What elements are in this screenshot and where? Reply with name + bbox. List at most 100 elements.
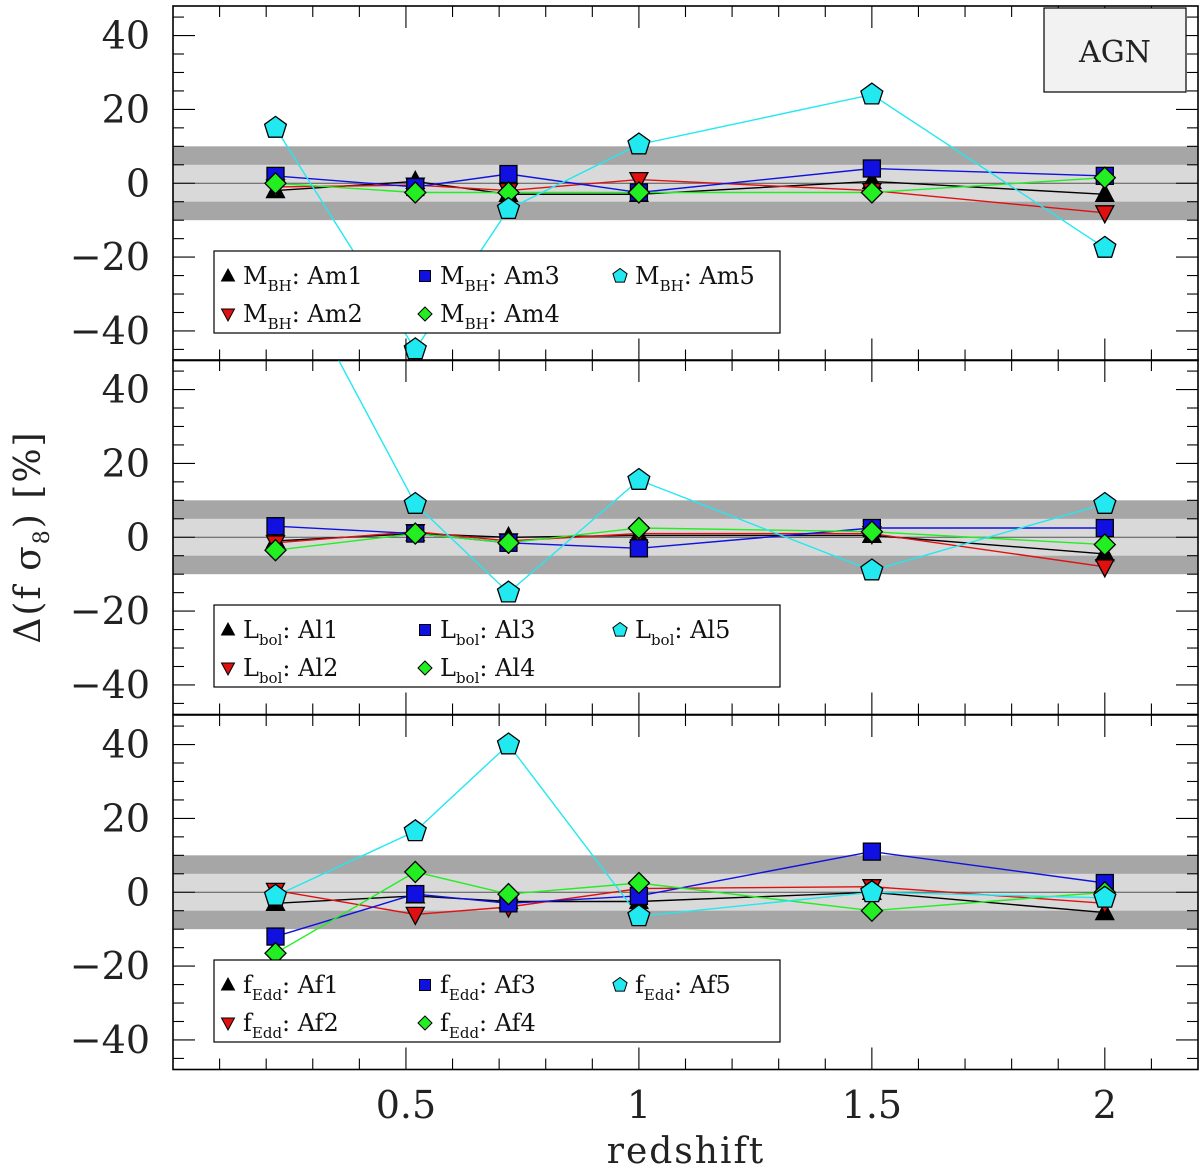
legend-box (213, 959, 781, 1043)
data-point-Am5-5 (860, 82, 884, 105)
series-line-Af5 (275, 743, 1105, 918)
legend-label-Am1: MBH: Am1 (243, 262, 363, 295)
legend-marker-Am2 (220, 308, 236, 323)
legend-marker-Am3 (419, 270, 431, 282)
y-tick-label: −20 (70, 235, 150, 279)
series-line-Af3 (275, 850, 1105, 938)
y-axis-title: Δ(f σ8) [%] (8, 430, 55, 643)
series-line-Af2 (275, 885, 1105, 916)
agn-tag-box (1043, 7, 1187, 93)
series-line-Al3 (275, 525, 1105, 550)
data-point-Af5-5 (860, 879, 884, 903)
data-point-Al3-4 (629, 539, 649, 558)
legend-marker-Al4 (417, 660, 433, 676)
legend-label-Am5: MBH: Am5 (635, 262, 755, 295)
data-point-Am5-1 (263, 115, 288, 138)
data-point-Al5-6 (1093, 491, 1117, 514)
agn-tag-label: AGN (1078, 35, 1151, 70)
data-point-Am4-4 (627, 181, 651, 204)
y-tick-label: 0 (126, 161, 150, 205)
y-tick-label: 40 (102, 723, 150, 767)
legend-marker-Al2 (220, 662, 236, 677)
data-point-Af5-6 (1093, 885, 1117, 908)
panels: 40 20 0 −20 −40 MBH: Am1 MBH: Am2 MBH: Am3 MBH: … (70, 5, 1199, 1071)
y-tick-label: −40 (70, 309, 150, 353)
legend-label-Af5: fEdd: Af5 (635, 971, 731, 1004)
data-point-Al5-5 (860, 558, 884, 581)
data-point-Al4-1 (264, 538, 287, 562)
legend-marker-Al5 (612, 621, 628, 637)
data-point-Af5-2 (403, 818, 427, 842)
data-point-Am5-4 (627, 132, 651, 155)
legend-marker-Al1 (220, 621, 236, 636)
legend-label-Am3: MBH: Am3 (440, 262, 560, 295)
data-point-Af5-3 (496, 732, 521, 755)
legend-label-Af2: fEdd: Af2 (243, 1009, 339, 1042)
legend-label-Am2: MBH: Am2 (243, 300, 363, 333)
legend-marker-Af2 (220, 1017, 236, 1032)
legend-marker-Am4 (417, 306, 433, 322)
data-point-Am3-5 (862, 159, 882, 178)
data-point-Am2-6 (1094, 205, 1115, 225)
legend-marker-Af1 (220, 976, 236, 991)
y-tick-label: 20 (102, 87, 150, 131)
legend-label-Am4: MBH: Am4 (440, 300, 560, 333)
legend-label-Al2: Lbol: Al2 (243, 654, 338, 687)
legend-label-Al5: Lbol: Al5 (635, 616, 730, 649)
panel-1: 40 20 0 −20 −40 MBH: Am1 MBH: Am2 MBH: Am3 MBH: … (70, 5, 1199, 362)
x-axis: 0.5 1 1.5 2 (376, 1083, 1117, 1127)
series-line-Af4 (275, 871, 1105, 954)
y-tick-label: −40 (70, 1018, 150, 1062)
series-line-Al5 (337, 360, 1105, 594)
data-point-Am4-5 (860, 181, 884, 204)
series-group (263, 732, 1117, 965)
data-point-Am5-2 (403, 337, 427, 360)
x-tick-label: 2 (1093, 1083, 1117, 1127)
series-line-Al2 (275, 530, 1105, 568)
legend-box (213, 250, 781, 334)
legend-marker-Af3 (419, 979, 431, 991)
legend-box (213, 604, 781, 688)
data-point-Af3-2 (406, 884, 425, 904)
data-point-Al5-1 (265, 230, 287, 251)
x-tick-label: 1.5 (842, 1083, 902, 1127)
data-point-Al4-6 (1093, 533, 1117, 557)
series-group (264, 230, 1117, 603)
panel-frame (172, 714, 1199, 1071)
agn-tag: AGN (1043, 7, 1187, 93)
y-tick-label: 20 (102, 441, 150, 485)
data-point-Al5-3 (496, 580, 521, 603)
legend-label-Al3: Lbol: Al3 (440, 616, 535, 649)
data-point-Am4-1 (264, 171, 287, 195)
data-point-Am5-3 (496, 196, 521, 220)
data-point-Af4-3 (497, 882, 520, 906)
y-tick-label: 40 (102, 14, 150, 58)
series-line-Af1 (275, 891, 1105, 914)
data-point-Am1-6 (1094, 182, 1115, 202)
y-tick-label: 0 (126, 870, 150, 914)
data-point-Am5-6 (1093, 235, 1117, 258)
legend-label-Af1: fEdd: Af1 (243, 971, 339, 1004)
y-tick-label: −40 (70, 663, 150, 707)
data-point-Am4-6 (1093, 166, 1117, 190)
y-tick-label: 40 (102, 368, 150, 412)
data-point-Al5-2 (403, 491, 427, 514)
y-tick-label: −20 (70, 944, 150, 988)
data-point-Al2-6 (1094, 559, 1115, 579)
data-point-Af4-4 (627, 871, 651, 895)
legend-label-Al1: Lbol: Al1 (243, 616, 338, 649)
y-tick-label: 0 (126, 515, 150, 559)
data-point-Af5-4 (627, 903, 651, 927)
data-point-Al5-4 (627, 467, 651, 490)
data-point-Al4-5 (860, 520, 884, 544)
legend-marker-Al3 (419, 624, 431, 636)
x-tick-label: 0.5 (376, 1083, 436, 1127)
legend: fEdd: Af1 fEdd: Af2 fEdd: Af3 fEdd: Af4 fEdd… (213, 959, 781, 1043)
data-point-Af4-2 (403, 860, 427, 884)
series-line-Am3 (275, 167, 1105, 194)
legend-label-Af4: fEdd: Af4 (440, 1009, 536, 1042)
y-tick-label: 20 (102, 796, 150, 840)
data-point-Am3-3 (499, 164, 518, 184)
